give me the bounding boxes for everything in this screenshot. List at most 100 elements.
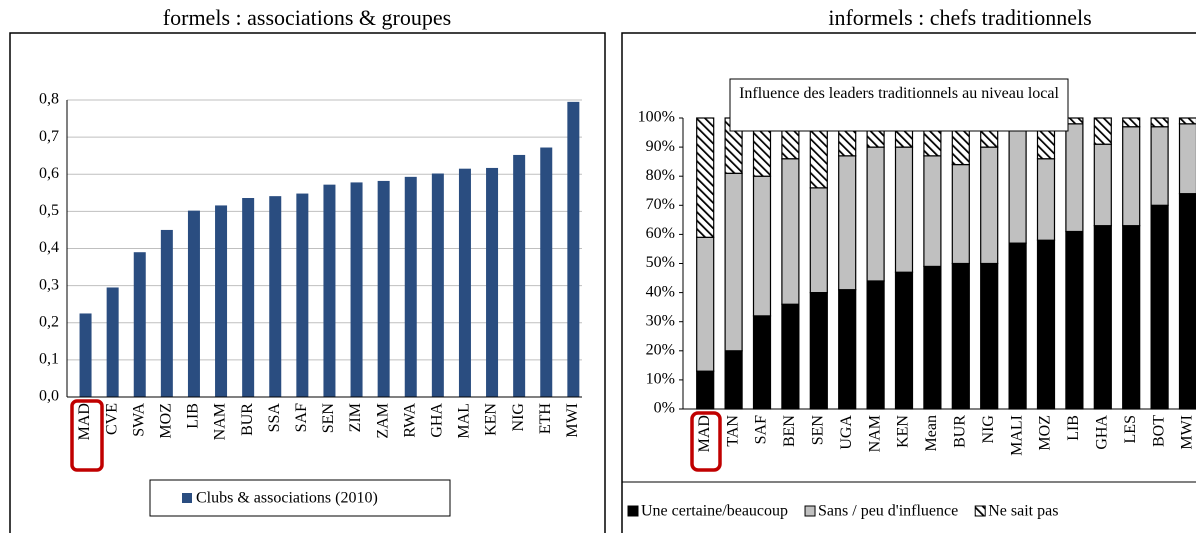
x-tick-label: GHA [429, 403, 446, 438]
x-tick-label: SAF [293, 403, 310, 432]
y-tick-label: 60% [646, 225, 675, 242]
bar [160, 229, 173, 397]
bar [377, 180, 390, 397]
bar-segment [866, 146, 885, 282]
panel-border [621, 32, 1196, 533]
x-tick-label: LES [1122, 415, 1139, 443]
x-tick-label: SSA [266, 403, 283, 433]
bar-segment [923, 265, 942, 410]
x-tick-label: SWA [130, 403, 147, 437]
bar [187, 210, 200, 397]
chart-title-wrap: Influence des leaders traditionnels au n… [739, 85, 1059, 102]
bar [215, 205, 228, 397]
x-tick-label: GHA [1093, 415, 1110, 450]
x-tick-label: RWA [401, 403, 418, 438]
bar-segment [1093, 143, 1112, 227]
x-tick-label: ZAM [374, 403, 391, 439]
bar [269, 196, 282, 397]
bar [486, 167, 499, 397]
bar-segment [696, 117, 715, 238]
y-tick-label: 30% [646, 312, 675, 329]
bar-segment [696, 236, 715, 372]
x-tick-label: ZIM [347, 403, 364, 432]
y-tick-label: 0,2 [39, 313, 59, 330]
chart-right: 0% 10% 20% 30% 40% 50% 60% 70% 80% 90% 100% MAD TAN S… [627, 78, 1196, 520]
bar-segment [1036, 239, 1056, 410]
legend-swatch [804, 505, 816, 517]
legend-label: Clubs & associations (2010) [196, 490, 378, 507]
y-tick-label: 0,7 [39, 128, 59, 145]
legend-swatch [182, 493, 192, 503]
y-tick-label: 40% [646, 283, 675, 300]
bar-segment [1178, 117, 1196, 125]
y-tick-label: 0% [654, 400, 675, 417]
x-tick-label: BUR [951, 415, 968, 448]
legend-label: Ne sait pas [988, 503, 1058, 520]
x-tick-label: MAD [76, 403, 93, 440]
bar-segment [752, 315, 772, 410]
legend-label: Une certaine/beaucoup [641, 503, 788, 520]
y-tick-label: 0,8 [39, 91, 59, 108]
y-tick-label: 20% [646, 341, 675, 358]
bar [431, 173, 444, 397]
bar-segment [923, 155, 942, 268]
bar-segment [1065, 230, 1084, 410]
bar-segment [809, 292, 828, 410]
bar [404, 176, 417, 397]
bar-segment [951, 262, 970, 410]
x-tick-label: MALI [1008, 415, 1025, 456]
x-tick-label: SEN [809, 415, 826, 446]
bar-segment [1093, 117, 1112, 145]
bar-segment [1178, 193, 1196, 410]
bar-segment [1065, 123, 1084, 233]
y-tick-label: 0,5 [39, 202, 59, 219]
y-tick-label: 0,1 [39, 351, 59, 368]
bar-segment [1150, 117, 1169, 128]
title-box [729, 78, 1069, 132]
bar [323, 184, 336, 397]
bar-segment [1036, 158, 1056, 241]
y-tick-label: 0,3 [39, 276, 59, 293]
x-tick-label: BUR [239, 403, 256, 436]
bar-segment [838, 155, 857, 291]
y-tick-label: 10% [646, 371, 675, 388]
x-tick-label: ETH [537, 403, 554, 435]
x-tick-label: KEN [483, 403, 500, 436]
x-tick-label: NIG [980, 415, 997, 444]
bar-segment [1150, 204, 1169, 410]
x-tick-label: SEN [320, 403, 337, 434]
bar [133, 252, 146, 397]
subtitle: formels : associations & groupes [163, 5, 451, 30]
subtitle: informels : chefs traditionnels [828, 5, 1091, 30]
highlight [690, 411, 722, 472]
bar-segment [781, 158, 800, 305]
x-tick-label: BEN [781, 415, 798, 447]
bar-segment [1122, 117, 1141, 128]
x-tick-label: TAN [724, 415, 741, 447]
y-tick-label: 90% [646, 138, 675, 155]
legend-label: Sans / peu d'influence [818, 503, 958, 520]
bar [513, 154, 526, 397]
bar [79, 313, 92, 397]
x-tick-label: CVE [103, 403, 120, 435]
bar [458, 168, 471, 397]
bar-segment [894, 146, 914, 273]
bar-segment [1122, 225, 1141, 410]
bar-segment [724, 172, 743, 352]
x-tick-label: MAD [696, 415, 713, 452]
highlight [70, 399, 104, 472]
legend-swatch [974, 505, 986, 517]
x-tick-label: LIB [185, 403, 202, 429]
bar-segment [809, 187, 828, 294]
y-tick-label: 70% [646, 196, 675, 213]
bar [350, 182, 363, 397]
bar-segment [980, 146, 999, 265]
bar-segment [724, 350, 743, 410]
chart-title: Influence des leaders traditionnels au n… [739, 85, 1059, 102]
bar-segment [1178, 123, 1196, 195]
x-tick-label: KEN [895, 415, 912, 448]
bar-segment [752, 175, 772, 317]
bar-segment [866, 280, 885, 410]
bar-segment [980, 262, 999, 410]
